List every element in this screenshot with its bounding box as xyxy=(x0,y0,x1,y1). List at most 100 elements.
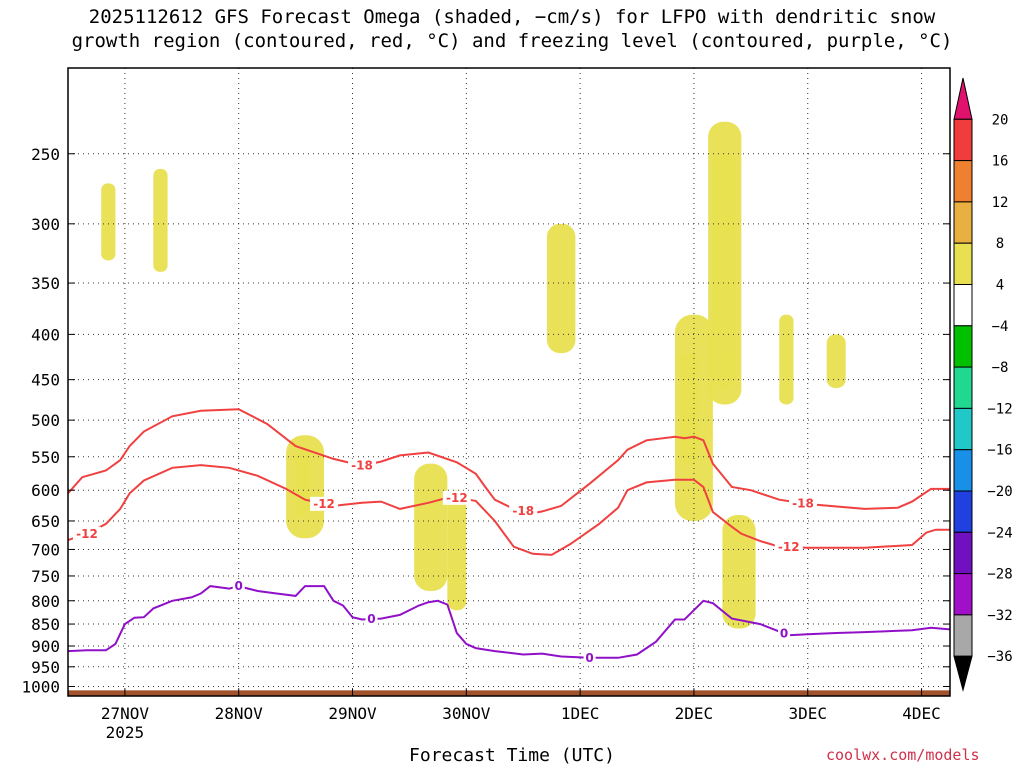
omega-region-19 xyxy=(684,379,694,436)
contour-layer: -18 -18 -18 -12 -12 -12 -12 0 0 0 0 xyxy=(68,408,950,665)
colorbar-bottom-arrow xyxy=(953,655,973,692)
omega-region-15 xyxy=(447,490,467,611)
colorbar-swatch-5 xyxy=(953,284,973,327)
plot-frame xyxy=(67,67,951,697)
colorbar-label-11: −28 xyxy=(987,567,1012,583)
omega-region-12 xyxy=(826,334,846,389)
colorbar-label-5: −4 xyxy=(992,319,1009,335)
colorbar-label-9: −20 xyxy=(987,484,1012,500)
colorbar-swatch-1 xyxy=(953,118,973,162)
omega-region-3 xyxy=(101,183,116,261)
contour-label-2-2: 0 xyxy=(585,651,593,665)
colorbar-swatch-2 xyxy=(953,160,973,203)
y-tick-label-900: 900 xyxy=(31,637,60,656)
y-tick-label-850: 850 xyxy=(31,615,60,634)
colorbar-swatch-11 xyxy=(953,531,973,575)
surface-ground xyxy=(68,690,950,696)
omega-region-9 xyxy=(546,223,576,354)
omega-region-4 xyxy=(153,168,168,272)
colorbar-label-4: 4 xyxy=(996,278,1004,294)
omega-region-6 xyxy=(362,223,381,471)
contour-label-bg-1-3 xyxy=(774,540,803,555)
contour-label-bg-0-1 xyxy=(509,504,538,519)
contour-label-2-0: 0 xyxy=(235,579,243,593)
y-tick-label-750: 750 xyxy=(31,567,60,586)
contour-label-bg-2-2 xyxy=(583,650,596,665)
colorbar-label-12: −32 xyxy=(987,608,1012,624)
contour-line-0 xyxy=(68,408,950,515)
omega-region-7 xyxy=(399,353,448,471)
contour-label-2-1: 0 xyxy=(367,612,375,626)
gridlines xyxy=(68,68,950,696)
x-tick-label-28NOV: 28NOV xyxy=(215,704,264,723)
colorbar-label-10: −24 xyxy=(987,525,1012,541)
colorbar-label-8: −16 xyxy=(987,443,1012,459)
colorbar-legend: 20 16 12 8 4 −4 −8 −12 −16 −20 −24 −28 −32 −36 xyxy=(953,77,1013,692)
contour-label-1-2: -12 xyxy=(446,491,468,505)
y-tick-label-250: 250 xyxy=(31,145,60,164)
x-tick-label-3DEC: 3DEC xyxy=(788,704,827,723)
y-tick-label-950: 950 xyxy=(31,658,60,677)
y-tick-label-500: 500 xyxy=(31,411,60,430)
colorbar-swatch-3 xyxy=(953,201,973,244)
colorbar-swatch-13 xyxy=(953,614,973,657)
contour-label-bg-1-1 xyxy=(310,496,339,511)
x-tick-label-2DEC: 2DEC xyxy=(675,704,714,723)
contour-label-1-0: -12 xyxy=(76,527,98,541)
x-tick-label-27NOV: 27NOV xyxy=(101,704,150,723)
y-tick-label-1000: 1000 xyxy=(21,678,60,697)
contour-label-bg-1-2 xyxy=(442,490,471,505)
contour-label-bg-2-3 xyxy=(778,626,791,641)
y-tick-label-450: 450 xyxy=(31,371,60,390)
x-tick-label-1DEC: 1DEC xyxy=(561,704,600,723)
y-tick-label-550: 550 xyxy=(31,448,60,467)
colorbar-label-0: 20 xyxy=(992,112,1009,128)
contour-label-0-2: -18 xyxy=(792,496,814,510)
axes: 250 300 350 400 450 500 550 600 650 700 750 800 850 9… xyxy=(21,67,951,742)
y-tick-label-800: 800 xyxy=(31,592,60,611)
colorbar-label-7: −12 xyxy=(987,401,1012,417)
x-tick-label-4DEC: 4DEC xyxy=(902,704,941,723)
y-tick-label-400: 400 xyxy=(31,325,60,344)
contour-label-2-3: 0 xyxy=(780,626,788,640)
x-tick-label-29NOV: 29NOV xyxy=(328,704,377,723)
colorbar-label-13: −36 xyxy=(987,649,1012,665)
contour-label-bg-0-0 xyxy=(348,458,376,473)
colorbar-swatch-4 xyxy=(953,242,973,285)
credit-link[interactable]: coolwx.com/models xyxy=(826,746,980,764)
contour-label-bg-2-0 xyxy=(232,579,245,594)
contour-label-bg-1-0 xyxy=(72,526,101,541)
chart-title-line-1: 2025112612 GFS Forecast Omega (shaded, −… xyxy=(88,6,936,28)
contour-line-1 xyxy=(68,464,950,556)
colorbar-swatch-7 xyxy=(953,366,973,409)
omega-region-5 xyxy=(267,314,291,471)
surface-band xyxy=(68,690,950,696)
contour-label-bg-0-2 xyxy=(789,496,817,511)
colorbar-swatch-8 xyxy=(953,407,973,451)
colorbar-swatch-10 xyxy=(953,490,973,533)
colorbar-label-1: 16 xyxy=(992,154,1009,170)
colorbar-label-3: 8 xyxy=(996,236,1004,252)
colorbar-label-2: 12 xyxy=(992,195,1009,211)
y-tick-label-300: 300 xyxy=(31,215,60,234)
omega-region-14 xyxy=(414,463,448,592)
chart-title-line-2: growth region (contoured, red, °C) and f… xyxy=(71,30,953,52)
colorbar-swatch-9 xyxy=(953,449,973,492)
colorbar-top-arrow xyxy=(953,77,973,120)
colorbar-swatch-12 xyxy=(953,573,973,616)
contour-line-2 xyxy=(68,585,950,659)
y-tick-label-600: 600 xyxy=(31,481,60,500)
contour-label-0-0: -18 xyxy=(351,459,373,473)
x-axis-label: Forecast Time (UTC) xyxy=(409,745,615,766)
contour-label-1-1: -12 xyxy=(313,497,335,511)
omega-region-24 xyxy=(779,314,794,405)
omega-region-2 xyxy=(172,68,211,335)
x-tick-label-30NOV: 30NOV xyxy=(442,704,491,723)
omega-region-23 xyxy=(722,515,756,629)
x-tick-sublabel-27NOV: 2025 xyxy=(106,723,145,742)
omega-region-22 xyxy=(717,197,728,354)
y-tick-label-650: 650 xyxy=(31,512,60,531)
omega-region-16 xyxy=(295,449,310,516)
y-tick-label-700: 700 xyxy=(31,540,60,559)
